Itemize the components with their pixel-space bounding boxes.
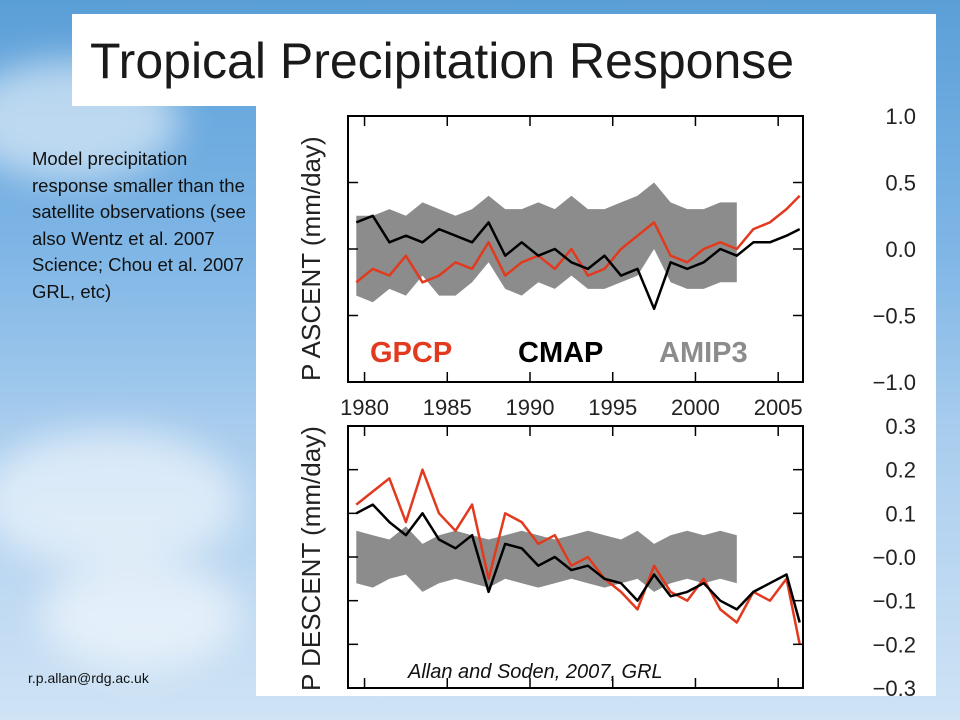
xtick-label: 2000 [671,395,720,420]
ascent-ytick-label: 0.5 [885,171,916,196]
citation-text: Allan and Soden, 2007, GRL [407,661,663,683]
author-email: r.p.allan@rdg.ac.uk [28,670,149,686]
title-bar [72,14,936,106]
descent-ytick-label: −0.2 [873,632,916,657]
descent-ytick-label: −0.0 [873,545,916,570]
ascent-ytick-label: 1.0 [885,106,916,129]
descent-series-group [348,425,803,689]
description-text: Model precipitation response smaller tha… [32,148,246,302]
legend-gpcp: GPCP [370,337,452,369]
cloud-decoration [40,560,240,670]
ascent-ylabel: P ASCENT (mm/day) [296,136,326,381]
descent-ytick-label: 0.1 [885,501,916,526]
ascent-series-group [348,115,803,383]
figure-panel: 1.0 0.5 0.0 −0.5 −1.0 0.3 0.2 0.1 −0.0 −0.1 −0.2 −0… [256,106,936,696]
descent-ytick-label: −0.3 [873,676,916,696]
xtick-label: 1980 [340,395,389,420]
ascent-ytick-label: 0.0 [885,237,916,262]
descent-amip3-band [356,526,737,592]
descent-ytick-label: 0.2 [885,458,916,483]
legend-amip3: AMIP3 [659,337,748,369]
descent-ytick-label: −0.1 [873,589,916,614]
xtick-label: 1990 [506,395,555,420]
xtick-label: 1995 [588,395,637,420]
cloud-decoration [0,430,240,570]
axis-labels-group: 1.0 0.5 0.0 −0.5 −1.0 0.3 0.2 0.1 −0.0 −0.1 −0.2 −0… [340,106,916,696]
xtick-label: 2005 [754,395,803,420]
ascent-cmap-line [355,214,801,311]
descent-cmap-line [355,503,801,623]
slide-title: Tropical Precipitation Response [90,33,795,89]
ascent-ytick-label: −1.0 [873,370,916,395]
ascent-gpcp-line [355,194,801,284]
xtick-label: 1985 [423,395,472,420]
descent-ytick-label: 0.3 [885,414,916,439]
ascent-amip3-band [356,182,737,303]
precipitation-figure: 1.0 0.5 0.0 −0.5 −1.0 0.3 0.2 0.1 −0.0 −0.1 −0.2 −0… [296,106,916,696]
descent-gpcp-line [355,468,801,645]
ascent-ytick-label: −0.5 [873,304,916,329]
descent-ylabel: P DESCENT (mm/day) [296,426,326,691]
legend-cmap: CMAP [518,337,603,369]
